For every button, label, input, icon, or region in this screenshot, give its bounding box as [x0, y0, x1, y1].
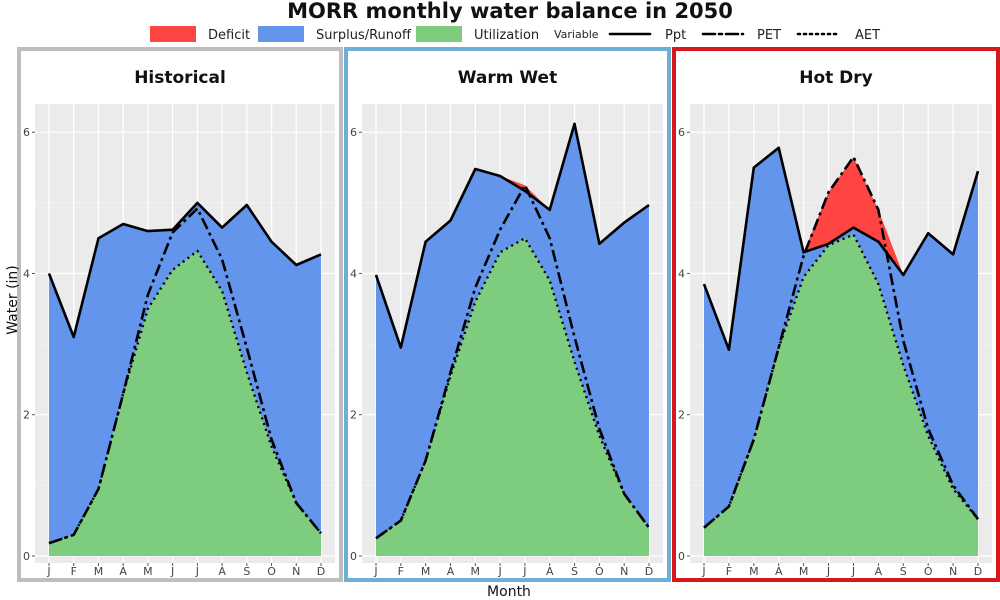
x-tick-label: F	[398, 565, 404, 578]
x-tick-label: A	[775, 565, 783, 578]
chart-title: MORR monthly water balance in 2050	[287, 0, 733, 23]
utilization-area	[376, 238, 649, 556]
y-tick-label: 2	[23, 409, 30, 422]
x-tick-label: J	[46, 565, 50, 578]
x-tick-label: S	[243, 565, 250, 578]
x-tick-label: A	[546, 565, 554, 578]
x-tick-label: A	[447, 565, 455, 578]
panel-border	[17, 47, 343, 582]
panel-0: 0 2 4 6 J F M A M J J A S O N D Historical	[17, 47, 343, 582]
x-tick-label: O	[267, 565, 276, 578]
x-tick-label: M	[143, 565, 153, 578]
series-line-ppt	[374, 122, 650, 349]
legend: Deficit Surplus/Runoff Utilization Variable…	[150, 26, 880, 43]
deficit-area	[704, 147, 978, 528]
x-tick-label: A	[875, 565, 883, 578]
legend-line-label-ppt: Ppt	[665, 28, 686, 43]
legend-label-1: Surplus/Runoff	[316, 28, 412, 43]
x-tick-label: A	[119, 565, 127, 578]
x-tick-label: M	[749, 565, 759, 578]
panel-title: Historical	[134, 68, 226, 88]
legend-line-label-pet: PET	[757, 28, 781, 43]
x-tick-label: D	[645, 565, 653, 578]
y-axis-label: Water (in)	[5, 265, 21, 335]
x-tick-label: J	[701, 565, 705, 578]
utilization-area	[49, 250, 321, 556]
y-tick-label: 4	[678, 267, 685, 280]
x-tick-label: N	[292, 565, 300, 578]
series-line-pet	[48, 207, 323, 545]
panel-1: 0 2 4 6 J F M A M J J A S O N D Warm Wet	[344, 47, 671, 582]
legend-label-2: Utilization	[474, 28, 539, 43]
y-tick-label: 0	[350, 550, 357, 563]
y-tick-label: 0	[678, 550, 685, 563]
x-tick-label: J	[522, 565, 526, 578]
y-tick-label: 2	[350, 409, 357, 422]
legend-swatch-1	[258, 26, 304, 42]
x-tick-label: D	[974, 565, 982, 578]
x-tick-label: S	[571, 565, 578, 578]
y-tick-label: 0	[23, 550, 30, 563]
facet-panels: 0 2 4 6 J F M A M J J A S O N D Historical 0 2 4 6 J F M A M J J A S O…	[17, 47, 1000, 582]
x-tick-label: J	[497, 565, 501, 578]
legend-label-0: Deficit	[208, 28, 250, 43]
x-tick-label: M	[421, 565, 431, 578]
x-tick-label: M	[799, 565, 809, 578]
y-tick-label: 4	[350, 267, 357, 280]
y-tick-label: 2	[678, 409, 685, 422]
series-line-pet	[703, 155, 980, 529]
x-axis-label: Month	[487, 584, 531, 600]
panel-title: Warm Wet	[458, 68, 557, 88]
legend-swatch-0	[150, 26, 196, 42]
y-tick-label: 6	[678, 126, 685, 139]
series-line-ppt	[702, 146, 980, 352]
x-tick-label: N	[949, 565, 957, 578]
x-tick-label: J	[851, 565, 855, 578]
panel-border	[344, 47, 671, 582]
panel-border	[672, 47, 1000, 582]
x-tick-label: M	[471, 565, 481, 578]
legend-swatch-2	[416, 26, 462, 42]
x-tick-label: J	[373, 565, 377, 578]
x-tick-label: F	[71, 565, 77, 578]
legend-line-label-aet: AET	[855, 28, 880, 43]
x-tick-label: D	[317, 565, 325, 578]
y-tick-label: 4	[23, 267, 30, 280]
x-tick-label: O	[924, 565, 933, 578]
x-tick-label: A	[218, 565, 226, 578]
x-tick-label: J	[195, 565, 199, 578]
x-tick-label: F	[726, 565, 732, 578]
legend-variable-title: Variable	[554, 28, 599, 41]
utilization-area	[704, 234, 978, 556]
series-line-aet	[375, 236, 650, 540]
x-tick-label: J	[826, 565, 830, 578]
x-tick-label: N	[620, 565, 628, 578]
x-tick-label: J	[170, 565, 174, 578]
x-tick-label: M	[94, 565, 104, 578]
y-tick-label: 6	[350, 126, 357, 139]
y-tick-label: 6	[23, 126, 30, 139]
series-line-pet	[375, 183, 651, 540]
x-tick-label: O	[595, 565, 604, 578]
panel-title: Hot Dry	[799, 68, 873, 88]
series-line-ppt	[47, 201, 322, 339]
panel-2: 0 2 4 6 J F M A M J J A S O N D Hot Dry	[672, 47, 1000, 582]
x-tick-label: S	[900, 565, 907, 578]
